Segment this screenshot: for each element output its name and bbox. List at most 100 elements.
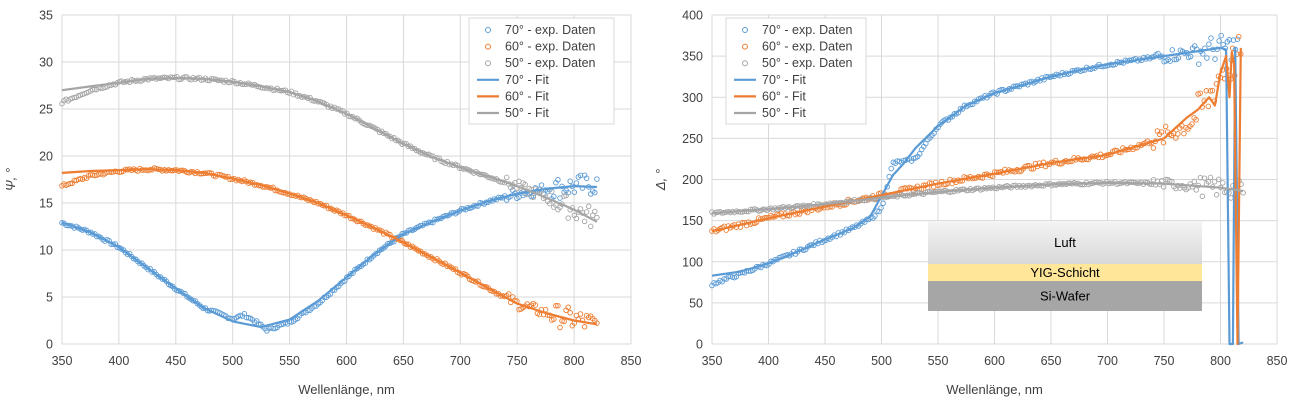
delta-xtick-label: 850 xyxy=(1267,354,1288,368)
psi-legend-entry: 50° - Fit xyxy=(505,106,549,120)
delta-ytick-label: 100 xyxy=(682,255,703,269)
delta-data-point xyxy=(888,165,894,172)
psi-data-point xyxy=(567,310,573,316)
psi-data-point xyxy=(89,86,96,93)
delta-ytick-label: 0 xyxy=(696,338,703,352)
delta-data-point xyxy=(1160,139,1167,146)
delta-data-point xyxy=(1207,174,1214,181)
psi-data-point xyxy=(592,208,598,215)
psi-data-point xyxy=(573,180,580,186)
psi-data-point xyxy=(551,193,557,200)
delta-data-point xyxy=(1205,179,1212,185)
psi-data-point xyxy=(505,291,512,297)
delta-data-point xyxy=(1213,192,1220,198)
delta-xtick-label: 400 xyxy=(758,354,779,368)
delta-xtick-label: 700 xyxy=(1097,354,1118,368)
psi-fit-line xyxy=(61,76,598,223)
psi-legend-entry: 70° - exp. Daten xyxy=(505,23,596,37)
psi-data-point xyxy=(555,302,561,309)
delta-data-point xyxy=(1200,51,1206,57)
psi-data-point xyxy=(551,316,557,322)
psi-data-point xyxy=(536,311,543,318)
psi-legend-entry: 50° - exp. Daten xyxy=(505,56,596,70)
delta-data-point xyxy=(1199,193,1206,200)
delta-data-point xyxy=(1201,175,1208,181)
delta-data-point xyxy=(1189,121,1195,127)
delta-series-4 xyxy=(711,47,1242,346)
psi-legend-marker-swatch xyxy=(485,60,491,67)
psi-data-point xyxy=(92,86,98,93)
psi-xtick-label: 850 xyxy=(621,354,642,368)
delta-legend-marker-swatch xyxy=(742,60,748,67)
delta-data-point xyxy=(1208,35,1214,41)
delta-data-point xyxy=(1175,55,1182,61)
layer-label: Si-Wafer xyxy=(1040,289,1091,304)
psi-data-point xyxy=(565,304,571,311)
psi-data-point xyxy=(559,318,565,324)
delta-data-point xyxy=(1175,131,1181,137)
psi-xtick-label: 450 xyxy=(165,354,186,368)
delta-data-point xyxy=(878,205,884,211)
delta-data-point xyxy=(1226,37,1233,43)
psi-ytick-label: 35 xyxy=(39,9,53,23)
delta-fit-line xyxy=(711,47,1242,346)
delta-data-point xyxy=(1215,176,1222,183)
delta-data-point xyxy=(1193,187,1200,193)
delta-ytick-label: 400 xyxy=(682,9,703,23)
psi-gridlines xyxy=(61,14,632,345)
delta-data-point xyxy=(1209,87,1216,94)
psi-data-point xyxy=(577,311,584,317)
delta-data-point xyxy=(872,213,878,219)
delta-legend-entry: 50° - Fit xyxy=(762,106,806,120)
psi-data-point xyxy=(546,200,553,207)
delta-xtick-label: 600 xyxy=(984,354,1005,368)
psi-legend-marker-swatch xyxy=(485,27,491,33)
delta-data-point xyxy=(1197,174,1204,181)
delta-xtick-label: 350 xyxy=(702,354,723,368)
delta-data-point xyxy=(1187,53,1194,60)
delta-data-point xyxy=(923,140,929,147)
delta-x-axis-title: Wellenlänge, nm xyxy=(946,382,1043,397)
layer-stack-inset: Luft YIG-Schicht Si-Wafer xyxy=(928,221,1202,311)
psi-data-point xyxy=(583,209,590,215)
psi-data-point xyxy=(573,215,580,222)
psi-data-point xyxy=(555,177,561,183)
psi-xtick-label: 650 xyxy=(393,354,414,368)
delta-data-point xyxy=(1211,178,1218,185)
psi-data-point xyxy=(557,324,563,331)
psi-data-point xyxy=(530,194,537,201)
delta-data-point xyxy=(1169,47,1176,53)
psi-legend-box xyxy=(468,17,615,125)
delta-y-axis-title: Δ, ° xyxy=(653,169,668,191)
psi-ytick-label: 20 xyxy=(39,150,53,164)
layer-label: YIG-Schicht xyxy=(1030,265,1100,280)
delta-data-point xyxy=(721,276,727,282)
delta-series-3 xyxy=(711,46,1244,346)
psi-data-point xyxy=(571,189,578,195)
delta-ytick-label: 200 xyxy=(682,173,703,187)
psi-series-3 xyxy=(61,185,597,329)
delta-legend-box xyxy=(725,17,867,125)
psi-ytick-label: 10 xyxy=(39,244,53,258)
psi-series-4 xyxy=(61,168,598,326)
psi-data-point xyxy=(587,223,594,230)
psi-xtick-label: 800 xyxy=(564,354,585,368)
psi-data-point xyxy=(581,324,588,330)
psi-data-point xyxy=(594,176,600,182)
delta-legend-marker-swatch xyxy=(742,43,748,50)
delta-ytick-label: 350 xyxy=(682,50,703,64)
delta-fit-line xyxy=(711,46,1244,346)
psi-legend-entry: 70° - Fit xyxy=(505,73,549,87)
psi-data-point xyxy=(89,172,96,178)
delta-xtick-label: 550 xyxy=(928,354,949,368)
layer-luft-rect xyxy=(928,221,1202,264)
delta-xtick-label: 800 xyxy=(1210,354,1231,368)
psi-fit-line xyxy=(61,185,597,329)
delta-data-point xyxy=(1162,123,1169,130)
psi-xtick-label: 750 xyxy=(507,354,528,368)
psi-data-point xyxy=(553,303,559,309)
delta-data-point xyxy=(1216,38,1222,44)
psi-ytick-label: 15 xyxy=(39,197,53,211)
delta-series-2 xyxy=(709,174,1246,217)
